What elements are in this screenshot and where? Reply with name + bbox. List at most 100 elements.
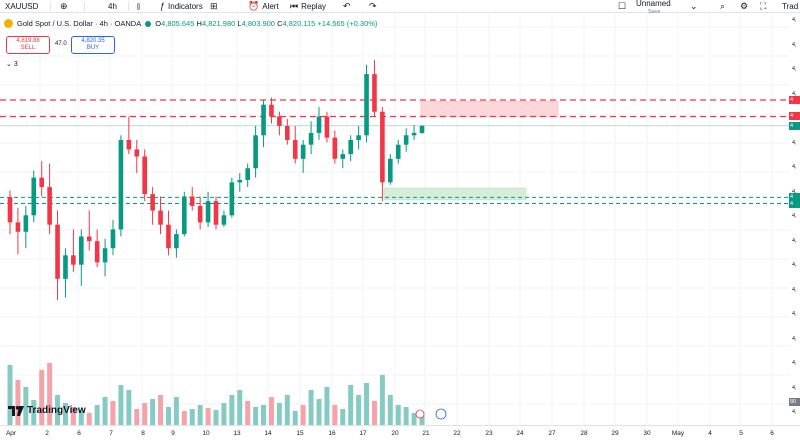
- volume-bar: [205, 408, 211, 425]
- price-axis-label: 4,: [792, 262, 797, 268]
- candle-body: [142, 156, 147, 195]
- candle-body: [229, 182, 235, 216]
- market-open-icon: [145, 20, 152, 27]
- candle-body: [71, 255, 76, 265]
- sell-button[interactable]: 4,819.88 SELL: [6, 36, 50, 54]
- time-axis-label: 15: [296, 430, 304, 437]
- price-tag: 4: [789, 199, 800, 208]
- time-axis-label: 16: [328, 430, 336, 437]
- tradingview-logo[interactable]: TradingView: [8, 405, 86, 416]
- replay-button[interactable]: ⏮ Replay: [290, 1, 326, 12]
- time-axis-label: 30: [643, 430, 651, 437]
- toolbar-divider: [50, 2, 51, 11]
- volume-bar: [245, 401, 251, 425]
- candle-body: [7, 196, 13, 223]
- time-axis-label: 13: [233, 430, 241, 437]
- candle-body: [205, 201, 211, 223]
- legend-ohlc: O4,805.645 H4,821.980 L4,803.900 C4,820.…: [155, 19, 377, 28]
- price-chart[interactable]: [0, 13, 800, 425]
- time-axis-label: 21: [422, 430, 430, 437]
- candle-body: [356, 135, 361, 140]
- volume-bar: [411, 413, 417, 425]
- trade-button[interactable]: Trad: [782, 1, 798, 12]
- candle-body: [277, 116, 282, 126]
- time-axis-label: 6: [77, 430, 81, 437]
- indicators-toggle[interactable]: ⌄ 3: [6, 60, 18, 68]
- chart-type-button[interactable]: ⫾: [137, 1, 140, 12]
- time-axis[interactable]: Apr 2 6 7 8 9 10 13 14 15 16 17 20 21 22 23 24 27 28 29 30 Ma…: [0, 425, 800, 445]
- close-key: C: [277, 19, 283, 28]
- buy-button[interactable]: 4,820.35 BUY: [71, 36, 115, 54]
- candle-body: [245, 168, 250, 180]
- candle-body: [79, 236, 84, 265]
- candle-body: [380, 111, 385, 183]
- time-axis-label: 22: [453, 430, 461, 437]
- volume-bar: [197, 405, 203, 425]
- candle-body: [197, 205, 203, 223]
- volume-bar: [118, 385, 124, 425]
- chevron-down-icon: ⌄: [6, 61, 12, 68]
- volume-bar: [181, 411, 187, 425]
- volume-bar: [39, 370, 45, 425]
- price-axis-label: 4,: [792, 17, 797, 23]
- price-tag: 80: [789, 398, 800, 406]
- price-axis-label: 4,: [792, 335, 797, 342]
- candle-body: [419, 125, 425, 133]
- candle-body: [269, 104, 274, 117]
- alert-button[interactable]: ⏰ Alert: [248, 1, 279, 12]
- candle-body: [324, 116, 330, 138]
- buy-price: 4,820.35: [81, 38, 105, 44]
- candle-body: [221, 215, 227, 225]
- interval-button[interactable]: 4h: [108, 1, 117, 12]
- candle-body: [395, 144, 401, 159]
- fullscreen-button[interactable]: ⛶: [760, 1, 766, 12]
- time-axis-label: 14: [264, 430, 272, 437]
- candle-body: [372, 74, 377, 112]
- candles-icon: ⫾: [137, 1, 140, 11]
- change-value: +14.565 (+0.30%): [317, 19, 378, 28]
- redo-button[interactable]: ↷: [369, 1, 377, 12]
- candle-body: [15, 222, 21, 232]
- volume-bar: [268, 397, 274, 425]
- layout-name-label: Unnamed: [636, 0, 671, 8]
- layout-menu-button[interactable]: ⌄: [690, 1, 698, 12]
- candle-body: [348, 140, 353, 155]
- candle-body: [134, 149, 140, 157]
- volume-bar: [348, 385, 354, 425]
- open-value: 4,805.645: [161, 19, 195, 28]
- quick-search-button[interactable]: ⌕: [720, 1, 725, 12]
- volume-bar: [300, 405, 306, 425]
- settings-button[interactable]: ⚙: [740, 1, 748, 12]
- time-axis-label: 8: [141, 430, 145, 437]
- price-axis-label: 4,: [792, 237, 797, 244]
- price-axis-label: 4,: [792, 164, 797, 170]
- add-symbol-button[interactable]: ⊕: [60, 1, 68, 12]
- price-tag: 4: [789, 112, 800, 121]
- volume-bar: [213, 410, 219, 425]
- templates-button[interactable]: ⊞: [210, 1, 218, 12]
- layout-name[interactable]: Unnamed Save: [636, 0, 671, 16]
- volume-bar: [332, 405, 338, 425]
- undo-button[interactable]: ↶: [343, 1, 351, 12]
- price-tag: 4: [789, 121, 800, 130]
- time-axis-label: 24: [516, 430, 524, 437]
- low-value: 4,803.900: [241, 19, 275, 28]
- candle-body: [110, 229, 116, 249]
- symbol-label: XAUUSD: [5, 2, 39, 11]
- symbol-search[interactable]: XAUUSD: [5, 1, 38, 12]
- volume-bar: [158, 395, 164, 425]
- high-key: H: [196, 19, 202, 28]
- volume-bar: [284, 395, 290, 425]
- volume-bar: [403, 407, 409, 425]
- candle-body: [63, 255, 68, 279]
- price-axis-label: 4,: [792, 66, 797, 72]
- layout-button[interactable]: ☐: [618, 1, 626, 12]
- indicators-button[interactable]: ƒ Indicators: [160, 1, 203, 12]
- price-tag: 4: [789, 96, 800, 104]
- chevron-down-icon: ⌄: [690, 1, 698, 11]
- candle-body: [364, 74, 369, 136]
- candle-body: [253, 135, 258, 169]
- time-axis-label: 6: [770, 430, 774, 437]
- volume-bar: [316, 399, 322, 425]
- volume-bar: [126, 390, 132, 425]
